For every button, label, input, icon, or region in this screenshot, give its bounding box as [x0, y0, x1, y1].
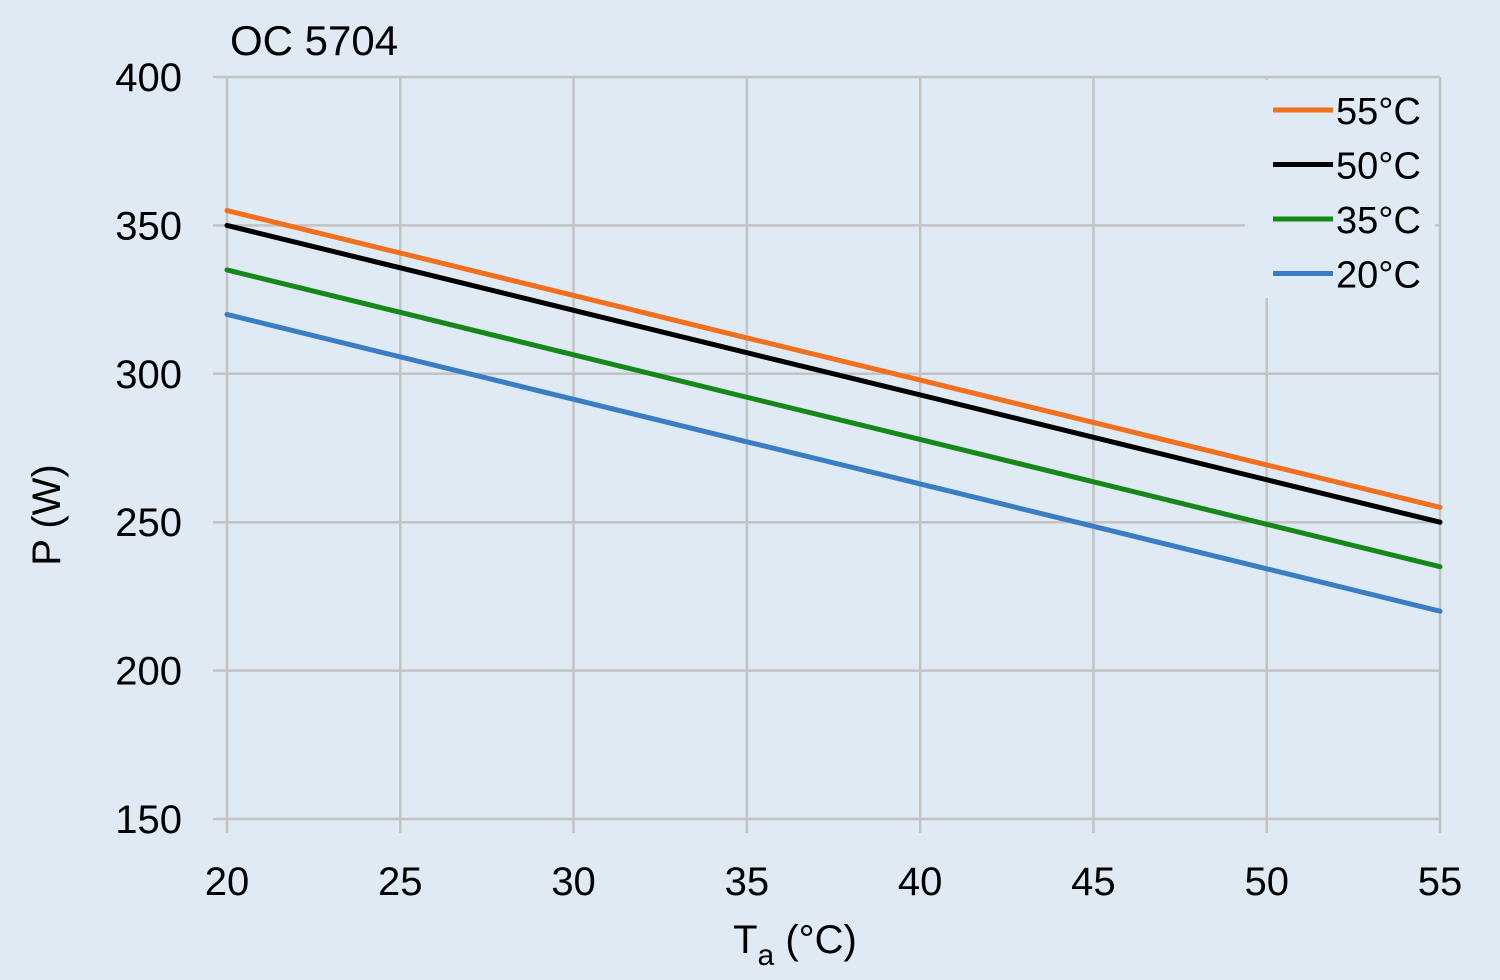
- x-axis-label-subscript: a: [758, 939, 775, 972]
- y-axis-label: P (W): [25, 464, 69, 565]
- legend-label: 55°C: [1336, 91, 1421, 133]
- y-tick-label: 150: [115, 798, 182, 842]
- x-tick-label: 50: [1244, 860, 1289, 904]
- legend-box: [1245, 80, 1435, 298]
- x-tick-label: 25: [378, 860, 423, 904]
- series-line: [224, 208, 1443, 510]
- legend-label: 20°C: [1336, 255, 1421, 297]
- x-axis-label-main: T: [733, 918, 757, 962]
- y-tick-label: 400: [115, 56, 182, 100]
- grid: [213, 75, 1442, 833]
- legend-label: 35°C: [1336, 200, 1421, 242]
- x-tick-label: 35: [725, 860, 770, 904]
- x-axis-label-unit: (°C): [774, 918, 857, 962]
- x-tick-label: 45: [1071, 860, 1116, 904]
- tick-labels: 150 200 250 300 350 400 20 25 30 35 40 45 50 55: [115, 56, 1462, 904]
- legend: 55°C 50°C 35°C 20°C: [1273, 91, 1421, 297]
- legend-label: 50°C: [1336, 146, 1421, 188]
- x-axis-label: Ta (°C): [733, 918, 857, 972]
- x-tick-label: 40: [898, 860, 943, 904]
- chart-title: OC 5704: [230, 17, 398, 64]
- x-tick-label: 55: [1418, 860, 1463, 904]
- series-line: [224, 267, 1443, 570]
- y-tick-label: 300: [115, 353, 182, 397]
- series-line: [224, 311, 1443, 614]
- series-line: [224, 222, 1443, 525]
- y-tick-label: 350: [115, 204, 182, 248]
- y-tick-label: 200: [115, 650, 182, 694]
- x-tick-label: 20: [205, 860, 250, 904]
- x-tick-label: 30: [551, 860, 596, 904]
- series-lines: [224, 208, 1443, 614]
- y-tick-label: 250: [115, 501, 182, 545]
